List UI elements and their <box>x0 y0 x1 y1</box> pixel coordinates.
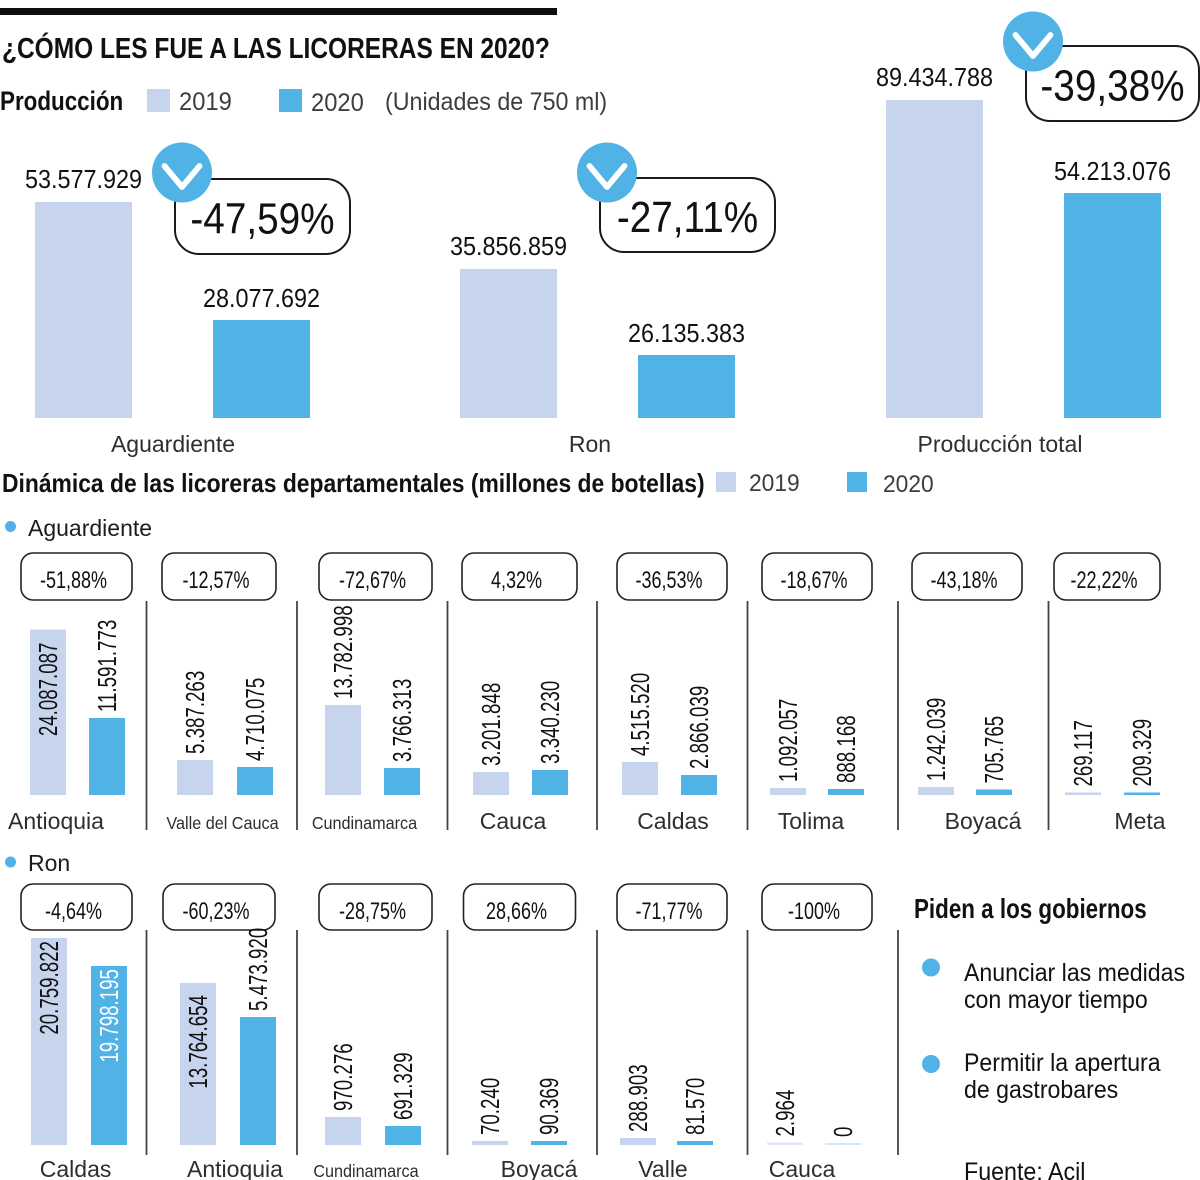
svg-text:Caldas: Caldas <box>40 1156 112 1180</box>
svg-text:19.798.195: 19.798.195 <box>94 969 124 1063</box>
svg-text:Valle: Valle <box>638 1156 687 1180</box>
svg-text:Producción: Producción <box>0 87 123 116</box>
svg-text:5.473.920: 5.473.920 <box>243 928 273 1011</box>
svg-text:-72,67%: -72,67% <box>339 568 406 594</box>
svg-text:Boyacá: Boyacá <box>945 808 1022 834</box>
svg-text:28.077.692: 28.077.692 <box>203 285 320 313</box>
svg-text:Piden a los gobiernos: Piden a los gobiernos <box>914 894 1147 925</box>
svg-text:-51,88%: -51,88% <box>40 568 107 594</box>
svg-text:Valle del Cauca: Valle del Cauca <box>166 813 279 833</box>
svg-text:-22,22%: -22,22% <box>1070 568 1137 594</box>
svg-text:Ron: Ron <box>569 431 611 457</box>
svg-text:28,66%: 28,66% <box>486 899 547 925</box>
svg-text:Meta: Meta <box>1114 808 1165 834</box>
svg-text:-28,75%: -28,75% <box>339 899 406 925</box>
svg-text:-100%: -100% <box>788 899 840 925</box>
svg-text:970.276: 970.276 <box>328 1043 358 1111</box>
svg-text:-27,11%: -27,11% <box>617 192 758 242</box>
svg-text:Dinámica de las licoreras depa: Dinámica de las licoreras departamentale… <box>2 470 705 499</box>
svg-text:Cundinamarca: Cundinamarca <box>313 1161 419 1180</box>
svg-text:24.087.087: 24.087.087 <box>33 643 63 737</box>
svg-text:(Unidades de 750 ml): (Unidades de 750 ml) <box>385 88 607 116</box>
svg-text:89.434.788: 89.434.788 <box>876 64 993 92</box>
svg-text:3.340.230: 3.340.230 <box>535 681 565 764</box>
svg-text:con mayor tiempo: con mayor tiempo <box>964 986 1148 1014</box>
svg-text:3.201.848: 3.201.848 <box>476 683 506 766</box>
svg-text:11.591.773: 11.591.773 <box>92 620 122 712</box>
svg-text:90.369: 90.369 <box>534 1078 564 1135</box>
svg-text:35.856.859: 35.856.859 <box>450 233 567 261</box>
svg-text:Aguardiente: Aguardiente <box>28 515 152 541</box>
svg-text:0: 0 <box>828 1127 858 1137</box>
svg-text:-12,57%: -12,57% <box>182 568 249 594</box>
svg-text:Cauca: Cauca <box>769 1156 836 1180</box>
svg-text:Anunciar las medidas: Anunciar las medidas <box>964 959 1185 987</box>
svg-text:2.866.039: 2.866.039 <box>684 686 714 769</box>
svg-text:209.329: 209.329 <box>1127 719 1157 787</box>
svg-text:Antioquia: Antioquia <box>187 1156 283 1180</box>
svg-text:13.764.654: 13.764.654 <box>183 995 213 1089</box>
svg-text:4.515.520: 4.515.520 <box>625 673 655 756</box>
svg-text:Cauca: Cauca <box>480 808 547 834</box>
svg-text:Caldas: Caldas <box>637 808 709 834</box>
svg-text:Ron: Ron <box>28 850 70 876</box>
svg-text:Tolima: Tolima <box>778 808 845 834</box>
svg-text:1.242.039: 1.242.039 <box>921 698 951 781</box>
svg-text:2019: 2019 <box>179 88 232 116</box>
svg-text:-39,38%: -39,38% <box>1040 60 1184 110</box>
svg-text:-47,59%: -47,59% <box>190 193 334 243</box>
svg-text:26.135.383: 26.135.383 <box>628 320 745 348</box>
svg-text:-18,67%: -18,67% <box>780 568 847 594</box>
svg-text:2.964: 2.964 <box>770 1090 800 1137</box>
svg-text:Cundinamarca: Cundinamarca <box>312 813 418 833</box>
svg-text:2019: 2019 <box>749 469 800 496</box>
svg-text:Producción total: Producción total <box>918 431 1083 457</box>
svg-text:-36,53%: -36,53% <box>635 568 702 594</box>
svg-text:269.117: 269.117 <box>1068 720 1098 786</box>
svg-text:-43,18%: -43,18% <box>930 568 997 594</box>
svg-text:705.765: 705.765 <box>979 716 1009 784</box>
svg-text:1.092.057: 1.092.057 <box>773 699 803 782</box>
svg-text:4.710.075: 4.710.075 <box>240 678 270 761</box>
svg-text:13.782.998: 13.782.998 <box>328 605 358 699</box>
svg-text:¿CÓMO LES FUE A LAS LICORERAS: ¿CÓMO LES FUE A LAS LICORERAS EN 2020? <box>2 31 550 64</box>
svg-text:-4,64%: -4,64% <box>45 899 102 925</box>
svg-text:-60,23%: -60,23% <box>182 899 249 925</box>
svg-text:70.240: 70.240 <box>475 1078 505 1135</box>
svg-text:2020: 2020 <box>311 89 364 117</box>
svg-text:Fuente: Acil: Fuente: Acil <box>964 1158 1085 1180</box>
svg-text:Permitir la apertura: Permitir la apertura <box>964 1049 1161 1077</box>
svg-text:5.387.263: 5.387.263 <box>180 671 210 754</box>
svg-text:4,32%: 4,32% <box>491 568 542 594</box>
svg-text:-71,77%: -71,77% <box>635 899 702 925</box>
svg-text:20.759.822: 20.759.822 <box>34 941 64 1035</box>
svg-text:81.570: 81.570 <box>680 1078 710 1135</box>
svg-text:54.213.076: 54.213.076 <box>1054 158 1171 186</box>
svg-text:888.168: 888.168 <box>831 715 861 783</box>
svg-text:Boyacá: Boyacá <box>501 1156 578 1180</box>
svg-text:2020: 2020 <box>883 470 934 497</box>
svg-text:691.329: 691.329 <box>388 1052 418 1120</box>
svg-text:3.766.313: 3.766.313 <box>387 679 417 762</box>
svg-text:Aguardiente: Aguardiente <box>111 431 235 457</box>
svg-text:Antioquia: Antioquia <box>8 808 104 834</box>
svg-text:288.903: 288.903 <box>623 1064 653 1132</box>
svg-text:53.577.929: 53.577.929 <box>25 166 142 194</box>
svg-text:de gastrobares: de gastrobares <box>964 1076 1118 1104</box>
